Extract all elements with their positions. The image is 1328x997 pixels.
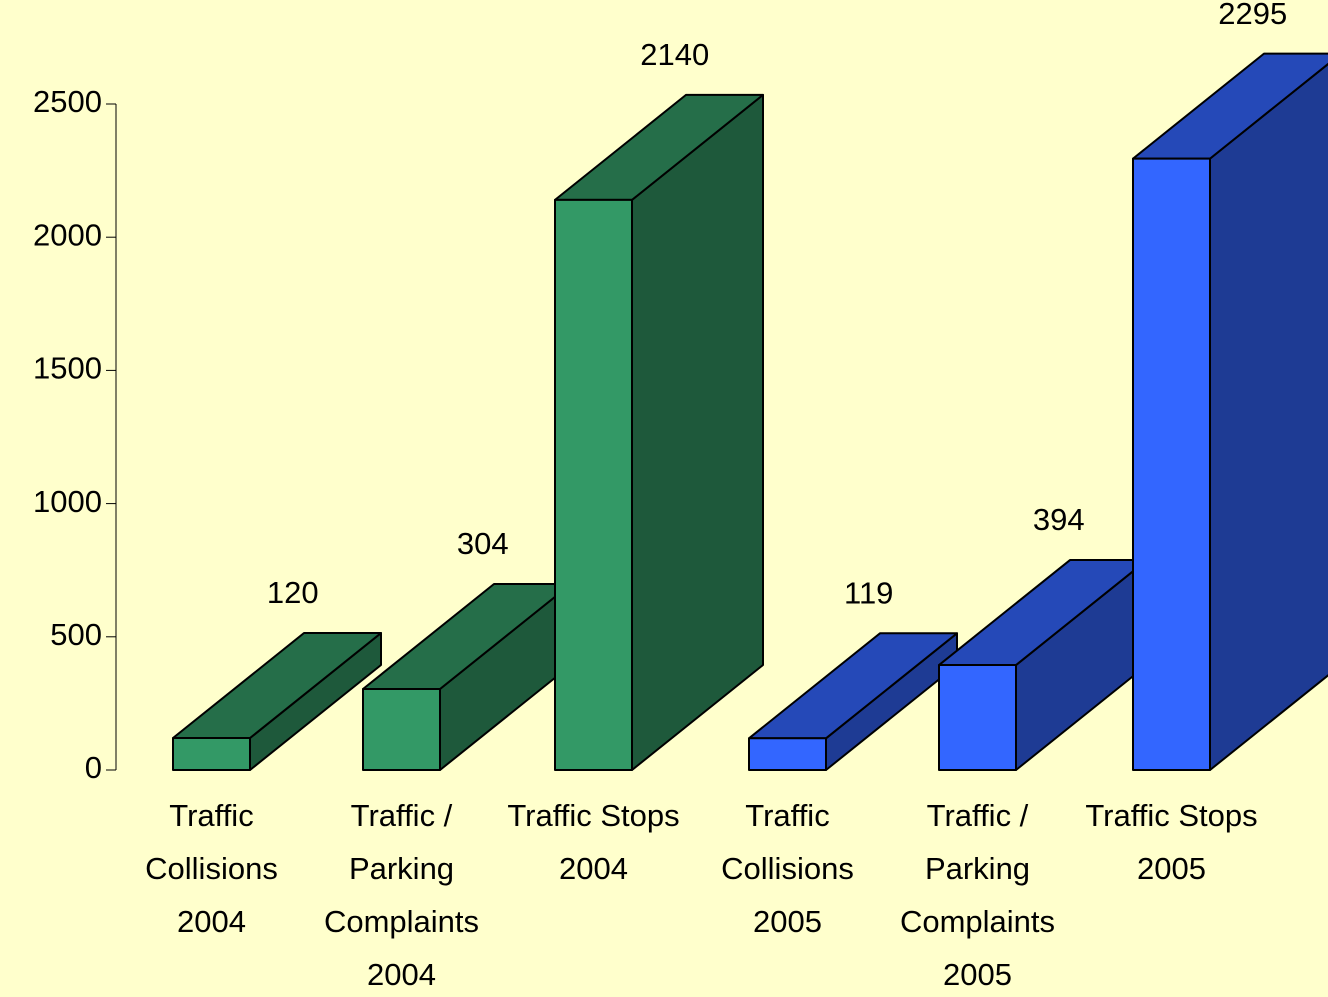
value-label: 2295 [1218, 0, 1287, 31]
y-tick-label: 2000 [33, 217, 102, 252]
y-tick-label: 0 [85, 750, 102, 785]
y-tick-label: 500 [50, 617, 102, 652]
y-tick-label: 1500 [33, 351, 102, 386]
x-tick-label: Traffic Stops 2004 [507, 798, 679, 886]
x-tick-label: Traffic / Parking Complaints 2005 [900, 798, 1055, 992]
bar-side [1209, 62, 1328, 771]
value-label: 120 [267, 575, 319, 610]
value-label: 2140 [640, 37, 709, 72]
value-label: 394 [1033, 502, 1085, 537]
x-tick-label: Traffic Stops 2005 [1085, 798, 1257, 886]
value-label: 304 [457, 526, 509, 561]
y-tick-label: 1000 [33, 484, 102, 519]
bar-side [631, 93, 764, 771]
x-tick-label: Traffic Collisions 2005 [721, 798, 854, 939]
bar [362, 688, 441, 772]
bar [1132, 157, 1211, 771]
bar [172, 737, 251, 771]
x-tick-label: Traffic Collisions 2004 [145, 798, 278, 939]
x-tick-label: Traffic / Parking Complaints 2004 [324, 798, 479, 992]
bar [938, 664, 1017, 771]
value-label: 119 [844, 575, 893, 610]
bar [554, 198, 633, 772]
y-tick-label: 2500 [33, 84, 102, 119]
bar [748, 737, 827, 771]
